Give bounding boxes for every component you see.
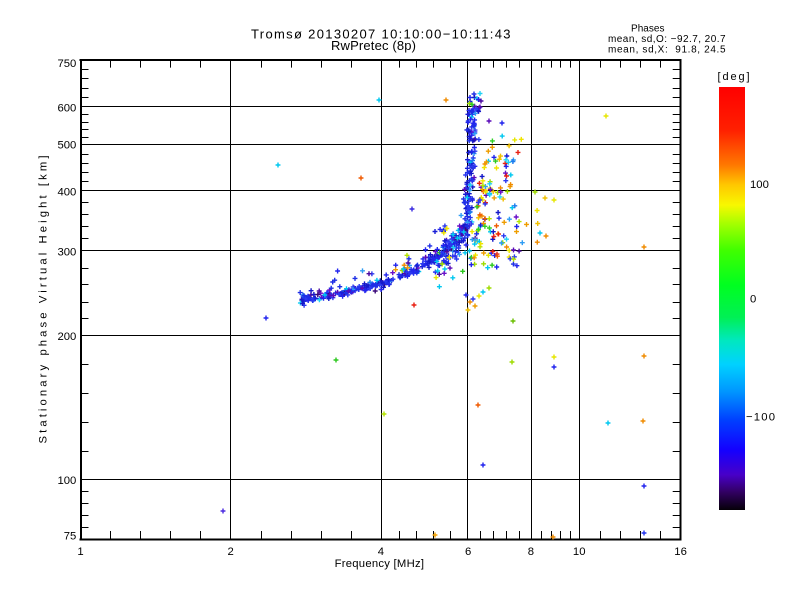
svg-text:400: 400	[57, 186, 76, 198]
svg-text:RwPretec (8p): RwPretec (8p)	[331, 38, 416, 53]
svg-text:0: 0	[750, 294, 756, 306]
svg-text:750: 750	[57, 58, 76, 70]
svg-text:6: 6	[465, 546, 471, 558]
svg-text:16: 16	[674, 546, 687, 558]
svg-text:600: 600	[57, 102, 76, 114]
svg-text:300: 300	[57, 246, 76, 258]
svg-text:10: 10	[573, 546, 586, 558]
svg-text:200: 200	[57, 331, 76, 343]
svg-text:[deg]: [deg]	[718, 71, 750, 83]
svg-text:Phases: Phases	[631, 24, 665, 35]
svg-text:4: 4	[378, 546, 384, 558]
svg-text:−100: −100	[746, 412, 775, 424]
svg-text:100: 100	[57, 475, 76, 487]
svg-text:100: 100	[750, 179, 769, 191]
svg-text:mean, sd,X: 91.8, 24.5: mean, sd,X: 91.8, 24.5	[608, 44, 726, 55]
svg-text:mean, sd,O: −92.7, 20.7: mean, sd,O: −92.7, 20.7	[608, 34, 726, 45]
svg-text:Stationary phase Virtual Heigh: Stationary phase Virtual Height [km]	[38, 156, 50, 444]
svg-text:500: 500	[57, 140, 76, 152]
svg-text:75: 75	[64, 531, 77, 543]
svg-text:1: 1	[77, 546, 83, 558]
svg-text:2: 2	[228, 546, 234, 558]
svg-text:Tromsø 20130207 10:10:00−10:11: Tromsø 20130207 10:10:00−10:11:43	[251, 27, 511, 42]
svg-text:Frequency [MHz]: Frequency [MHz]	[335, 558, 424, 570]
svg-text:8: 8	[528, 546, 534, 558]
